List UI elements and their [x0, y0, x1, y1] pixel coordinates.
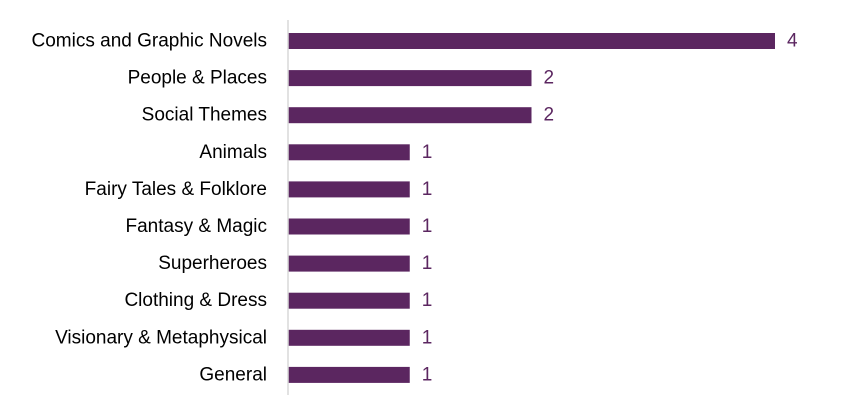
category-label: Visionary & Metaphysical: [55, 327, 267, 348]
bars-group: [288, 33, 775, 383]
bar: [288, 144, 410, 161]
category-label: Social Themes: [142, 105, 267, 126]
data-label: 1: [422, 364, 433, 385]
bar: [288, 255, 410, 272]
category-label: Fairy Tales & Folklore: [85, 179, 267, 200]
data-label: 4: [787, 31, 798, 52]
data-label: 1: [422, 290, 433, 311]
bar: [288, 70, 532, 87]
category-label: Clothing & Dress: [124, 290, 267, 311]
bar: [288, 329, 410, 346]
category-labels: Comics and Graphic Novels People & Places…: [32, 31, 267, 386]
category-label: People & Places: [128, 68, 267, 89]
bar: [288, 33, 775, 49]
category-label: Fantasy & Magic: [126, 216, 268, 237]
data-label: 2: [544, 68, 555, 89]
data-label: 1: [422, 253, 433, 274]
bar: [288, 218, 410, 235]
bar: [288, 181, 410, 198]
data-label: 1: [422, 216, 433, 237]
category-label: Comics and Graphic Novels: [32, 31, 267, 52]
data-label: 2: [544, 105, 555, 126]
category-label: Superheroes: [158, 253, 267, 274]
data-label: 1: [422, 327, 433, 348]
value-labels: 4 2 2 1 1 1 1 1 1 1: [422, 31, 798, 386]
category-label: General: [199, 364, 267, 385]
category-label: Animals: [199, 142, 267, 163]
bar: [288, 292, 410, 309]
data-label: 1: [422, 179, 433, 200]
bar: [288, 107, 532, 124]
bar: [288, 366, 410, 383]
data-label: 1: [422, 142, 433, 163]
